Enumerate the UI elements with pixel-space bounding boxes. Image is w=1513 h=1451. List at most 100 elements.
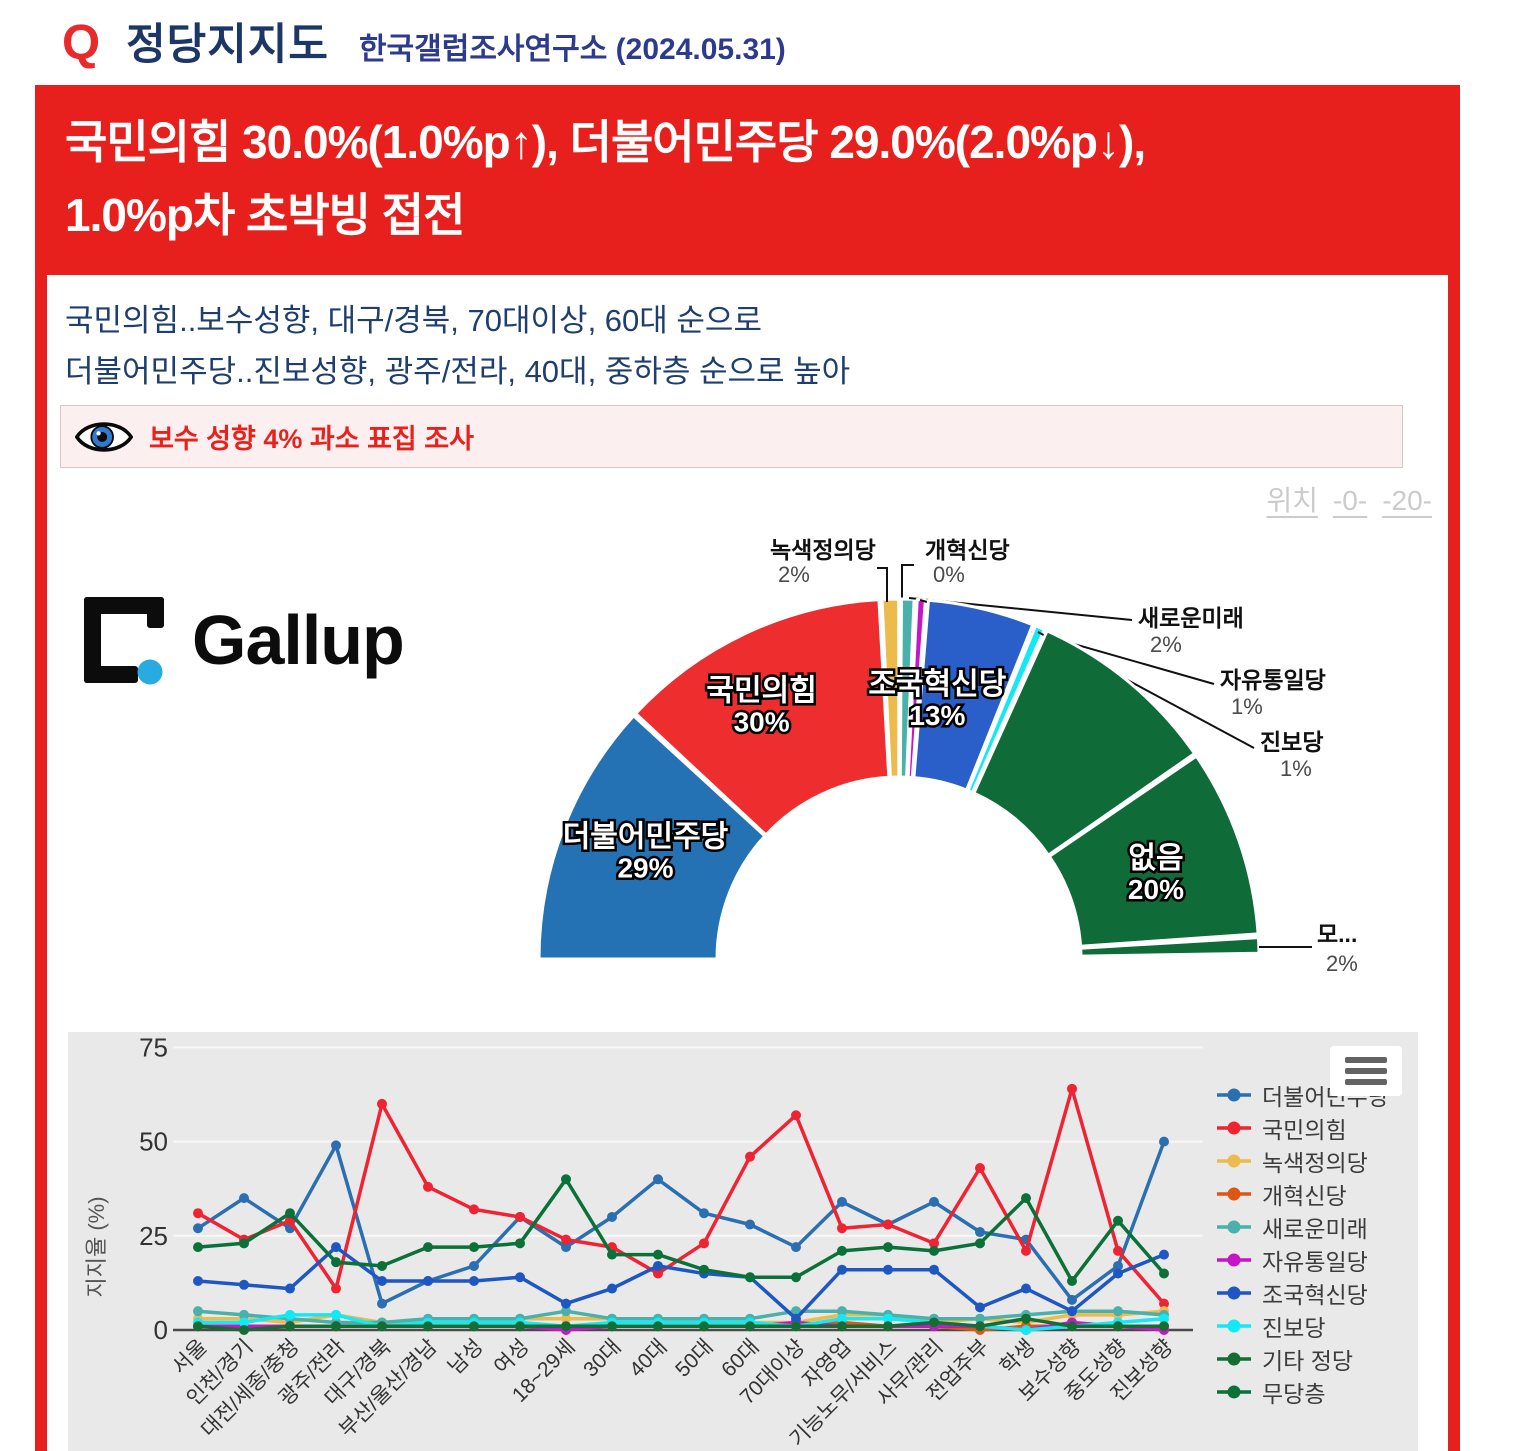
- data-point: [699, 1264, 709, 1275]
- data-point: [929, 1196, 939, 1207]
- svg-text:없음: 없음: [1128, 842, 1183, 875]
- svg-text:25: 25: [139, 1221, 168, 1251]
- legend-item[interactable]: 무당층: [1216, 1375, 1389, 1408]
- legend-label: 기타 정당: [1262, 1347, 1354, 1374]
- data-point: [745, 1321, 755, 1332]
- series-line: [198, 1313, 1165, 1332]
- data-point: [607, 1249, 617, 1260]
- data-point: [423, 1181, 433, 1192]
- legend-item[interactable]: 기타 정당: [1216, 1342, 1389, 1375]
- legend-label: 진보당: [1262, 1314, 1326, 1341]
- svg-text:녹색정의당: 녹색정의당: [770, 537, 876, 563]
- data-point: [1113, 1268, 1123, 1279]
- headline-banner: 국민의힘 30.0%(1.0%p↑), 더불어민주당 29.0%(2.0%p↓)…: [35, 85, 1460, 275]
- svg-text:50: 50: [139, 1127, 168, 1157]
- data-point: [653, 1174, 663, 1185]
- data-point: [791, 1272, 801, 1283]
- data-point: [1113, 1215, 1123, 1226]
- data-point: [837, 1306, 847, 1317]
- data-point: [1159, 1268, 1169, 1279]
- subheadline: 국민의힘..보수성향, 대구/경북, 70대이상, 60대 순으로 더불어민주당…: [65, 295, 850, 397]
- headline-line-1: 국민의힘 30.0%(1.0%p↑), 더불어민주당 29.0%(2.0%p↓)…: [65, 116, 1146, 168]
- donut-segment: [1047, 754, 1260, 948]
- svg-text:29%: 29%: [617, 852, 673, 883]
- position-link-20[interactable]: -20-: [1382, 485, 1432, 516]
- data-point: [975, 1302, 985, 1313]
- page-header: Q 정당지지도 한국갤럽조사연구소 (2024.05.31): [62, 10, 786, 72]
- legend-marker: [1217, 1286, 1251, 1299]
- gallup-logo-text: Gallup: [192, 601, 405, 679]
- svg-text:30대: 30대: [579, 1335, 625, 1381]
- data-point: [285, 1208, 295, 1219]
- data-point: [515, 1211, 525, 1222]
- series-line: [198, 1309, 1165, 1325]
- notice-text: 보수 성향 4% 과소 표집 조사: [149, 424, 474, 454]
- data-point: [331, 1321, 341, 1332]
- legend-label: 녹색정의당: [1262, 1149, 1368, 1176]
- legend-item[interactable]: 국민의힘: [1216, 1111, 1389, 1144]
- menu-bar-icon: [1345, 1057, 1387, 1063]
- gallup-logo: Gallup: [80, 593, 405, 687]
- data-point: [377, 1276, 387, 1287]
- data-point: [929, 1245, 939, 1256]
- donut-segment: [966, 624, 1046, 794]
- subheadline-line-1: 국민의힘..보수성향, 대구/경북, 70대이상, 60대 순으로: [65, 303, 762, 338]
- svg-text:20%: 20%: [1128, 874, 1184, 905]
- legend-label: 개혁신당: [1262, 1182, 1347, 1209]
- data-point: [1021, 1313, 1031, 1324]
- donut-segment: [537, 714, 767, 961]
- data-point: [745, 1272, 755, 1283]
- data-point: [1113, 1306, 1123, 1317]
- data-point: [975, 1313, 985, 1324]
- donut-segment: [898, 597, 916, 779]
- data-point: [791, 1313, 801, 1324]
- svg-text:개혁신당: 개혁신당: [925, 537, 1010, 563]
- series-line: [197, 1140, 1166, 1306]
- data-point: [883, 1242, 893, 1253]
- donut-segment: [906, 598, 927, 779]
- data-point: [699, 1321, 709, 1332]
- data-point: [193, 1306, 203, 1317]
- data-point: [469, 1204, 479, 1215]
- party-support-donut-chart: 더불어민주당29%국민의힘30%녹색정의당2%개혁신당0%새로운미래2%자유통일…: [537, 537, 1358, 976]
- data-point: [193, 1223, 203, 1234]
- data-point: [1067, 1276, 1077, 1287]
- svg-text:0%: 0%: [933, 562, 965, 587]
- data-point: [1113, 1245, 1123, 1256]
- svg-text:2%: 2%: [1326, 951, 1358, 976]
- data-point: [653, 1321, 663, 1332]
- legend-marker: [1217, 1187, 1251, 1200]
- data-point: [561, 1321, 571, 1332]
- data-point: [331, 1242, 341, 1253]
- data-point: [883, 1313, 893, 1324]
- svg-text:남성: 남성: [444, 1335, 488, 1379]
- svg-text:진보당: 진보당: [1260, 729, 1323, 755]
- survey-source: 한국갤럽조사연구소 (2024.05.31): [358, 33, 786, 66]
- content-frame: 국민의힘..보수성향, 대구/경북, 70대이상, 60대 순으로 더불어민주당…: [35, 275, 1460, 1451]
- legend-item[interactable]: 진보당: [1216, 1309, 1389, 1342]
- chart-menu-button[interactable]: [1330, 1046, 1402, 1096]
- series-line: [197, 1316, 1164, 1332]
- position-link-0[interactable]: -0-: [1332, 485, 1368, 516]
- data-point: [1159, 1136, 1169, 1147]
- menu-bar-icon: [1345, 1079, 1387, 1085]
- legend-item[interactable]: 녹색정의당: [1216, 1144, 1389, 1177]
- data-point: [745, 1219, 755, 1230]
- legend-item[interactable]: 조국혁신당: [1216, 1276, 1389, 1309]
- data-point: [331, 1140, 341, 1151]
- data-point: [1021, 1283, 1031, 1294]
- legend-item[interactable]: 개혁신당: [1216, 1177, 1389, 1210]
- legend-item[interactable]: 자유통일당: [1216, 1243, 1389, 1276]
- data-point: [929, 1238, 939, 1249]
- data-point: [561, 1306, 571, 1317]
- svg-text:새로운미래: 새로운미래: [1138, 605, 1244, 631]
- data-point: [423, 1242, 433, 1253]
- donut-segment: [912, 598, 1035, 792]
- legend-marker: [1217, 1352, 1251, 1365]
- donut-segment: [1079, 936, 1261, 958]
- data-point: [929, 1264, 939, 1275]
- data-point: [653, 1260, 663, 1271]
- legend-marker: [1217, 1121, 1251, 1134]
- legend-item[interactable]: 새로운미래: [1216, 1210, 1389, 1243]
- data-point: [423, 1276, 433, 1287]
